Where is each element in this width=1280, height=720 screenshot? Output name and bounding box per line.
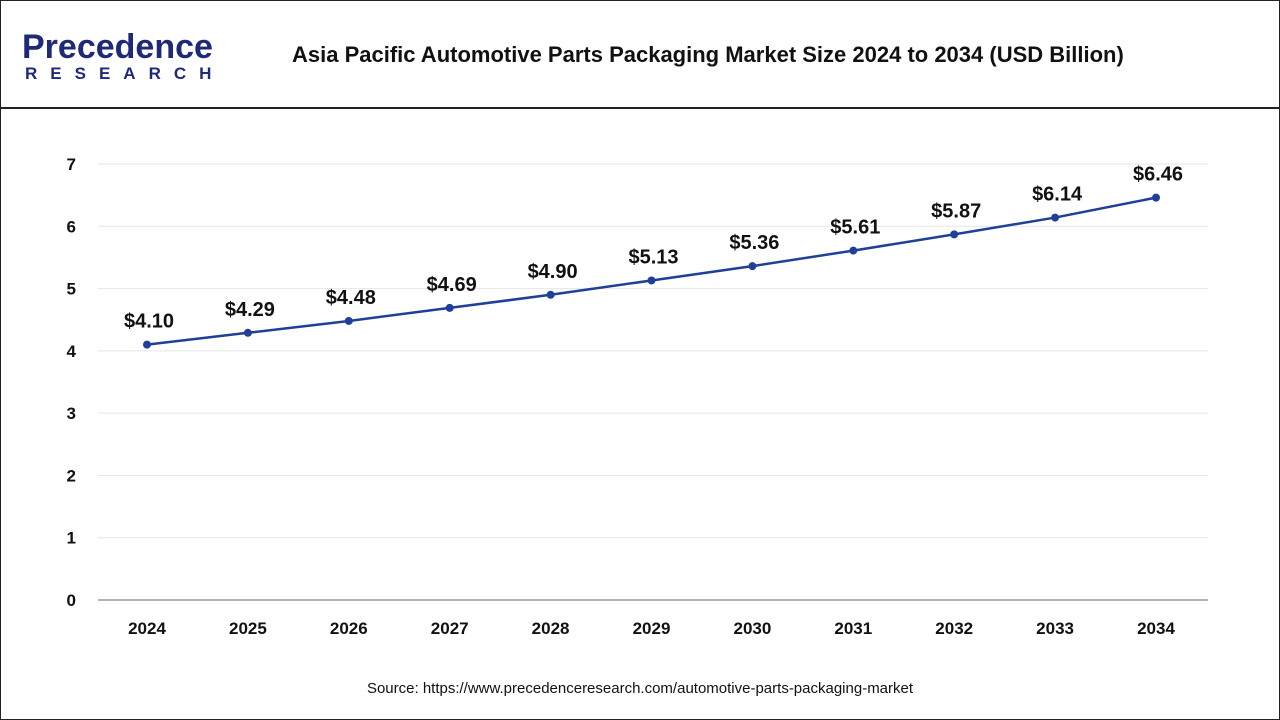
x-tick-label: 2028 bbox=[532, 619, 570, 638]
data-label: $4.90 bbox=[528, 261, 578, 283]
data-label: $4.10 bbox=[124, 311, 174, 333]
data-point bbox=[143, 340, 151, 349]
y-tick-label: 6 bbox=[67, 217, 76, 236]
data-label: $4.48 bbox=[326, 287, 376, 309]
y-tick-label: 2 bbox=[67, 466, 76, 485]
x-tick-label: 2024 bbox=[128, 619, 166, 638]
data-point bbox=[647, 276, 656, 285]
header: Precedence RESEARCH Asia Pacific Automot… bbox=[0, 0, 1280, 109]
x-tick-label: 2030 bbox=[733, 619, 771, 638]
data-label: $4.69 bbox=[427, 274, 477, 296]
series-line bbox=[146, 196, 1157, 346]
y-tick-label: 7 bbox=[67, 155, 76, 174]
x-tick-label: 2027 bbox=[431, 619, 469, 638]
data-label: $5.87 bbox=[931, 200, 981, 222]
y-tick-label: 0 bbox=[67, 591, 76, 610]
logo-line2: RESEARCH bbox=[25, 64, 225, 83]
y-tick-label: 1 bbox=[67, 529, 76, 548]
data-point bbox=[950, 230, 959, 239]
data-label: $4.29 bbox=[225, 299, 275, 321]
data-label: $6.46 bbox=[1133, 164, 1183, 186]
data-point bbox=[546, 290, 555, 299]
data-label: $5.61 bbox=[830, 217, 880, 239]
data-point bbox=[748, 262, 757, 271]
data-point bbox=[1051, 213, 1060, 222]
logo-line1: Precedence bbox=[22, 28, 213, 66]
data-point bbox=[445, 303, 454, 312]
y-tick-label: 3 bbox=[67, 404, 76, 423]
chart-title: Asia Pacific Automotive Parts Packaging … bbox=[292, 42, 1124, 67]
x-tick-label: 2026 bbox=[330, 619, 368, 638]
data-point bbox=[1152, 193, 1160, 202]
logo: Precedence RESEARCH bbox=[22, 30, 224, 84]
x-tick-label: 2029 bbox=[633, 619, 671, 638]
x-tick-label: 2031 bbox=[834, 619, 872, 638]
data-label: $5.13 bbox=[628, 246, 678, 268]
x-tick-label: 2034 bbox=[1137, 619, 1175, 638]
data-label: $6.14 bbox=[1032, 184, 1083, 206]
data-point bbox=[243, 328, 252, 337]
x-tick-label: 2033 bbox=[1036, 619, 1074, 638]
data-label: $5.36 bbox=[729, 232, 779, 254]
x-tick-label: 2032 bbox=[935, 619, 973, 638]
source-text: Source: https://www.precedenceresearch.c… bbox=[366, 680, 914, 697]
data-point bbox=[849, 246, 858, 255]
y-tick-label: 4 bbox=[67, 342, 77, 361]
data-point bbox=[344, 316, 353, 325]
y-tick-label: 5 bbox=[67, 280, 76, 299]
x-tick-label: 2025 bbox=[229, 619, 267, 638]
